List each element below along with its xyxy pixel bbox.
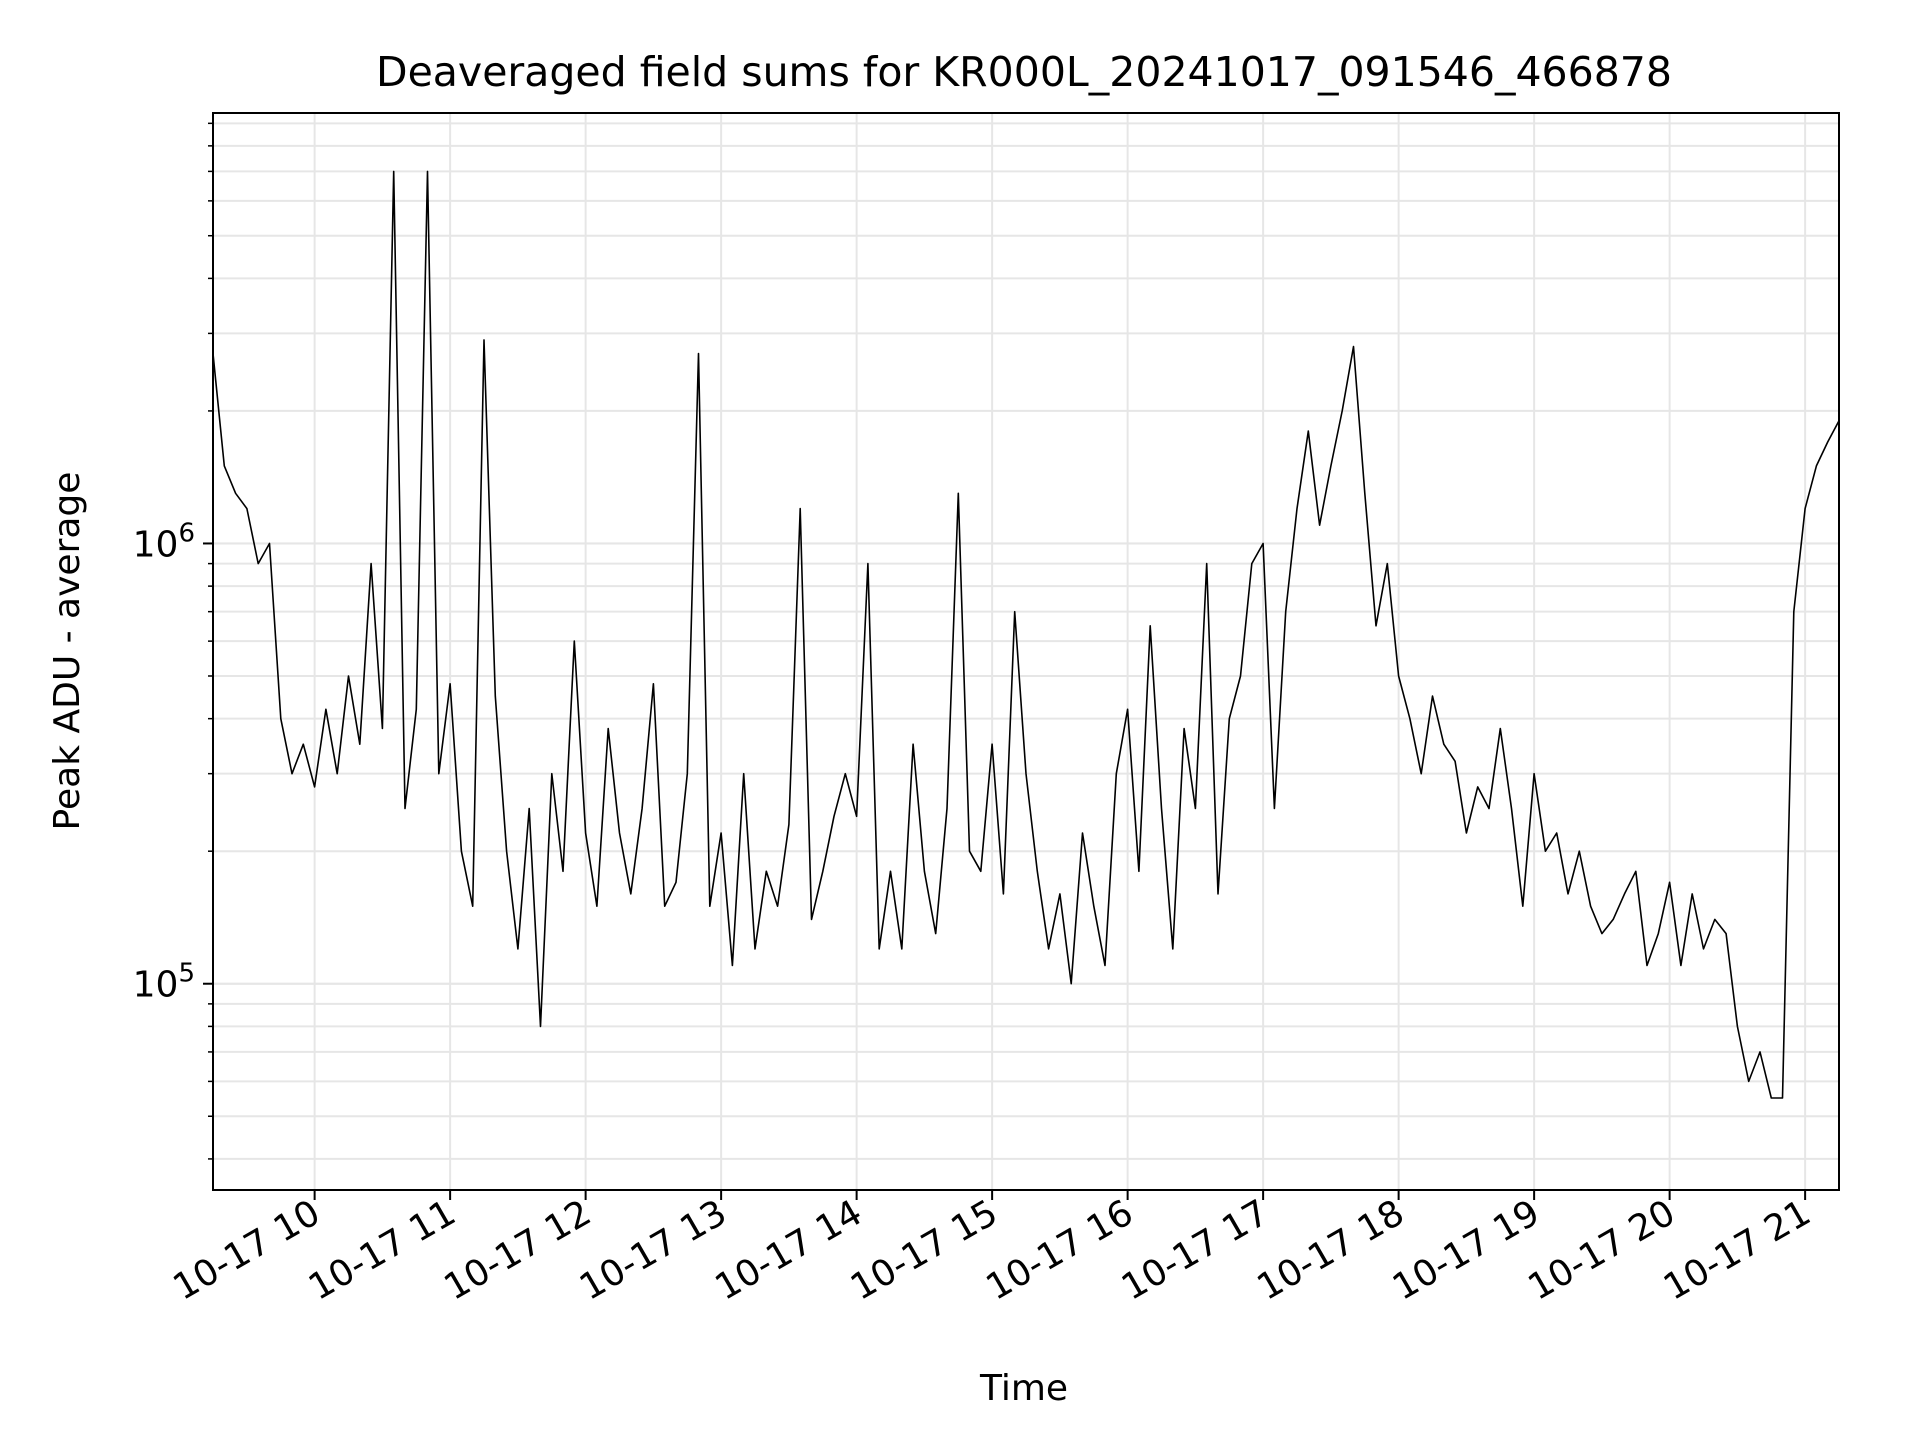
y-tick-label: 105: [133, 959, 195, 1006]
chart-title: Deaveraged field sums for KR000L_2024101…: [376, 48, 1672, 96]
y-axis-label: Peak ADU - average: [47, 472, 88, 831]
x-axis-label: Time: [979, 1368, 1068, 1409]
y-tick-label: 106: [133, 518, 195, 565]
y-tick-base: 10: [133, 965, 179, 1006]
grid: [213, 113, 1839, 1190]
series-line: [212, 170, 1840, 1099]
series-layer: [212, 170, 1840, 1099]
plot-frame: [212, 112, 1840, 1191]
y-tick-exponent: 6: [178, 518, 195, 548]
y-tick-base: 10: [133, 524, 179, 565]
y-tick-exponent: 5: [178, 959, 195, 989]
plot-area: [213, 113, 1839, 1190]
